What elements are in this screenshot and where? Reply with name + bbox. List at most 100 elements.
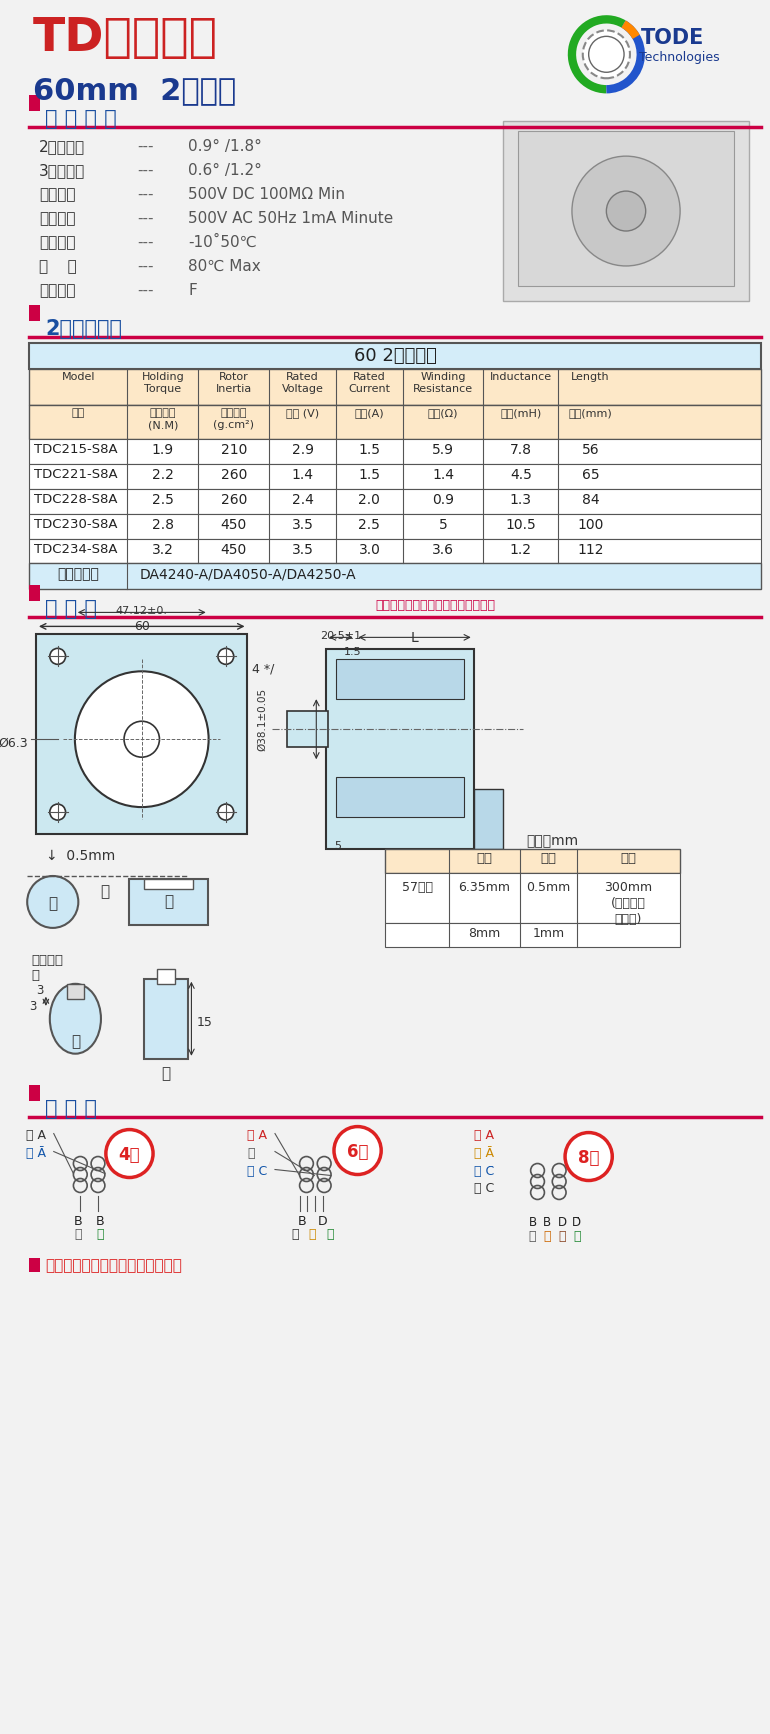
Text: 如需特殊規格請與拓達及經銷商聯絡: 如需特殊規格請與拓達及經銷商聯絡	[375, 600, 495, 612]
Bar	[129, 879, 208, 924]
Text: 500V DC 100MΩ Min: 500V DC 100MΩ Min	[189, 187, 346, 203]
Text: ---: ---	[137, 187, 154, 203]
Text: D̄: D̄	[572, 1217, 581, 1229]
Text: 尺 寸 圖: 尺 寸 圖	[45, 600, 97, 619]
Circle shape	[606, 191, 646, 231]
Text: 210: 210	[220, 442, 247, 456]
Text: TDC221-S8A: TDC221-S8A	[34, 468, 118, 480]
Text: 黑 A: 黑 A	[26, 1129, 46, 1141]
Text: ---: ---	[137, 212, 154, 225]
Text: 3相步距角: 3相步距角	[39, 163, 85, 179]
Text: 112: 112	[578, 543, 604, 557]
Circle shape	[572, 156, 680, 265]
Text: 綠: 綠	[96, 1228, 104, 1242]
Text: 黑 C: 黑 C	[474, 1183, 494, 1195]
Text: ---: ---	[137, 236, 154, 250]
Bar	[518, 132, 735, 286]
Text: F: F	[189, 283, 197, 298]
Text: 長度(mm): 長度(mm)	[569, 407, 612, 418]
Circle shape	[334, 1127, 381, 1174]
Bar	[29, 586, 40, 602]
Text: 0.5mm: 0.5mm	[526, 881, 571, 895]
Text: Ø6.3: Ø6.3	[0, 737, 28, 751]
Bar	[36, 635, 247, 834]
Text: B̄: B̄	[95, 1216, 104, 1228]
Text: 單位：mm: 單位：mm	[526, 834, 578, 848]
Bar	[29, 564, 761, 590]
Text: 5: 5	[334, 841, 341, 851]
Text: 1.5: 1.5	[358, 468, 380, 482]
Text: 4線: 4線	[119, 1146, 140, 1164]
Ellipse shape	[50, 983, 101, 1054]
Text: TDC234-S8A: TDC234-S8A	[34, 543, 118, 555]
Text: DA4240-A/DA4050-A/DA4250-A: DA4240-A/DA4050-A/DA4250-A	[139, 567, 356, 581]
Text: 260: 260	[220, 468, 247, 482]
Text: 式: 式	[31, 969, 39, 981]
Bar	[144, 978, 189, 1059]
Text: ---: ---	[137, 258, 154, 274]
Text: Rated
Current: Rated Current	[348, 371, 390, 394]
Bar	[286, 711, 328, 747]
Text: 450: 450	[220, 517, 247, 532]
Text: 線長: 線長	[621, 851, 637, 865]
Text: 絕緣電阻: 絕緣電阻	[39, 187, 75, 203]
Bar	[503, 121, 749, 302]
Bar	[29, 369, 761, 404]
Text: 3: 3	[29, 1001, 36, 1013]
Text: 藍 C̄: 藍 C̄	[474, 1165, 494, 1177]
Text: 電 機 特 性: 電 機 特 性	[45, 109, 116, 130]
Text: 0.9: 0.9	[432, 492, 454, 506]
Bar	[484, 850, 487, 867]
Bar	[385, 872, 680, 922]
Text: TDC215-S8A: TDC215-S8A	[34, 442, 118, 456]
Text: 軸: 軸	[161, 1066, 170, 1080]
Text: 260: 260	[220, 492, 247, 506]
Text: 0.6° /1.2°: 0.6° /1.2°	[189, 163, 263, 179]
Text: 紅 A: 紅 A	[247, 1129, 267, 1141]
Text: Ø38.1±0.05: Ø38.1±0.05	[257, 688, 267, 751]
Bar	[29, 95, 40, 111]
Text: 2.0: 2.0	[359, 492, 380, 506]
Bar	[29, 439, 761, 463]
Text: 軸: 軸	[71, 1033, 80, 1049]
Text: 轉子慣量
(g.cm²): 轉子慣量 (g.cm²)	[213, 407, 254, 430]
Text: 棕: 棕	[558, 1231, 566, 1243]
Text: 1.2: 1.2	[510, 543, 532, 557]
Text: 溫    升: 溫 升	[39, 258, 77, 274]
Text: 5.9: 5.9	[432, 442, 454, 456]
Text: 57系列: 57系列	[402, 881, 433, 895]
Text: 1mm: 1mm	[532, 928, 564, 940]
Text: 6.35mm: 6.35mm	[458, 881, 511, 895]
Bar	[29, 513, 761, 539]
Text: 電壓 (V): 電壓 (V)	[286, 407, 319, 418]
Text: 帶鍵槽形: 帶鍵槽形	[31, 954, 63, 968]
Text: 軸徑: 軸徑	[477, 851, 493, 865]
Text: 7.8: 7.8	[510, 442, 532, 456]
Bar	[336, 659, 464, 699]
Text: 絕緣強度: 絕緣強度	[39, 212, 75, 225]
Text: 20.5±1: 20.5±1	[320, 631, 361, 642]
Text: ---: ---	[137, 139, 154, 154]
Bar	[385, 850, 680, 872]
Text: 接 線 圖: 接 線 圖	[45, 1099, 97, 1118]
Text: Technologies: Technologies	[639, 52, 719, 64]
Bar	[490, 850, 494, 867]
Text: 電感(mH): 電感(mH)	[500, 407, 541, 418]
Text: 1.5: 1.5	[344, 647, 361, 657]
Text: TDC228-S8A: TDC228-S8A	[34, 492, 118, 506]
Text: Rated
Voltage: Rated Voltage	[282, 371, 323, 394]
Text: 黑: 黑	[291, 1228, 299, 1242]
Text: Holding
Torque: Holding Torque	[142, 371, 184, 394]
Text: 500V AC 50Hz 1mA Minute: 500V AC 50Hz 1mA Minute	[189, 212, 393, 225]
Text: 2.2: 2.2	[152, 468, 174, 482]
Circle shape	[105, 1129, 153, 1177]
Text: 8mm: 8mm	[468, 928, 500, 940]
Bar	[496, 850, 499, 867]
Text: 65: 65	[582, 468, 599, 482]
Bar	[336, 777, 464, 817]
Text: 軸: 軸	[49, 896, 57, 910]
Bar	[385, 922, 680, 947]
Text: 2.8: 2.8	[152, 517, 174, 532]
Text: 黃: 黃	[309, 1228, 316, 1242]
Text: 2.4: 2.4	[292, 492, 313, 506]
